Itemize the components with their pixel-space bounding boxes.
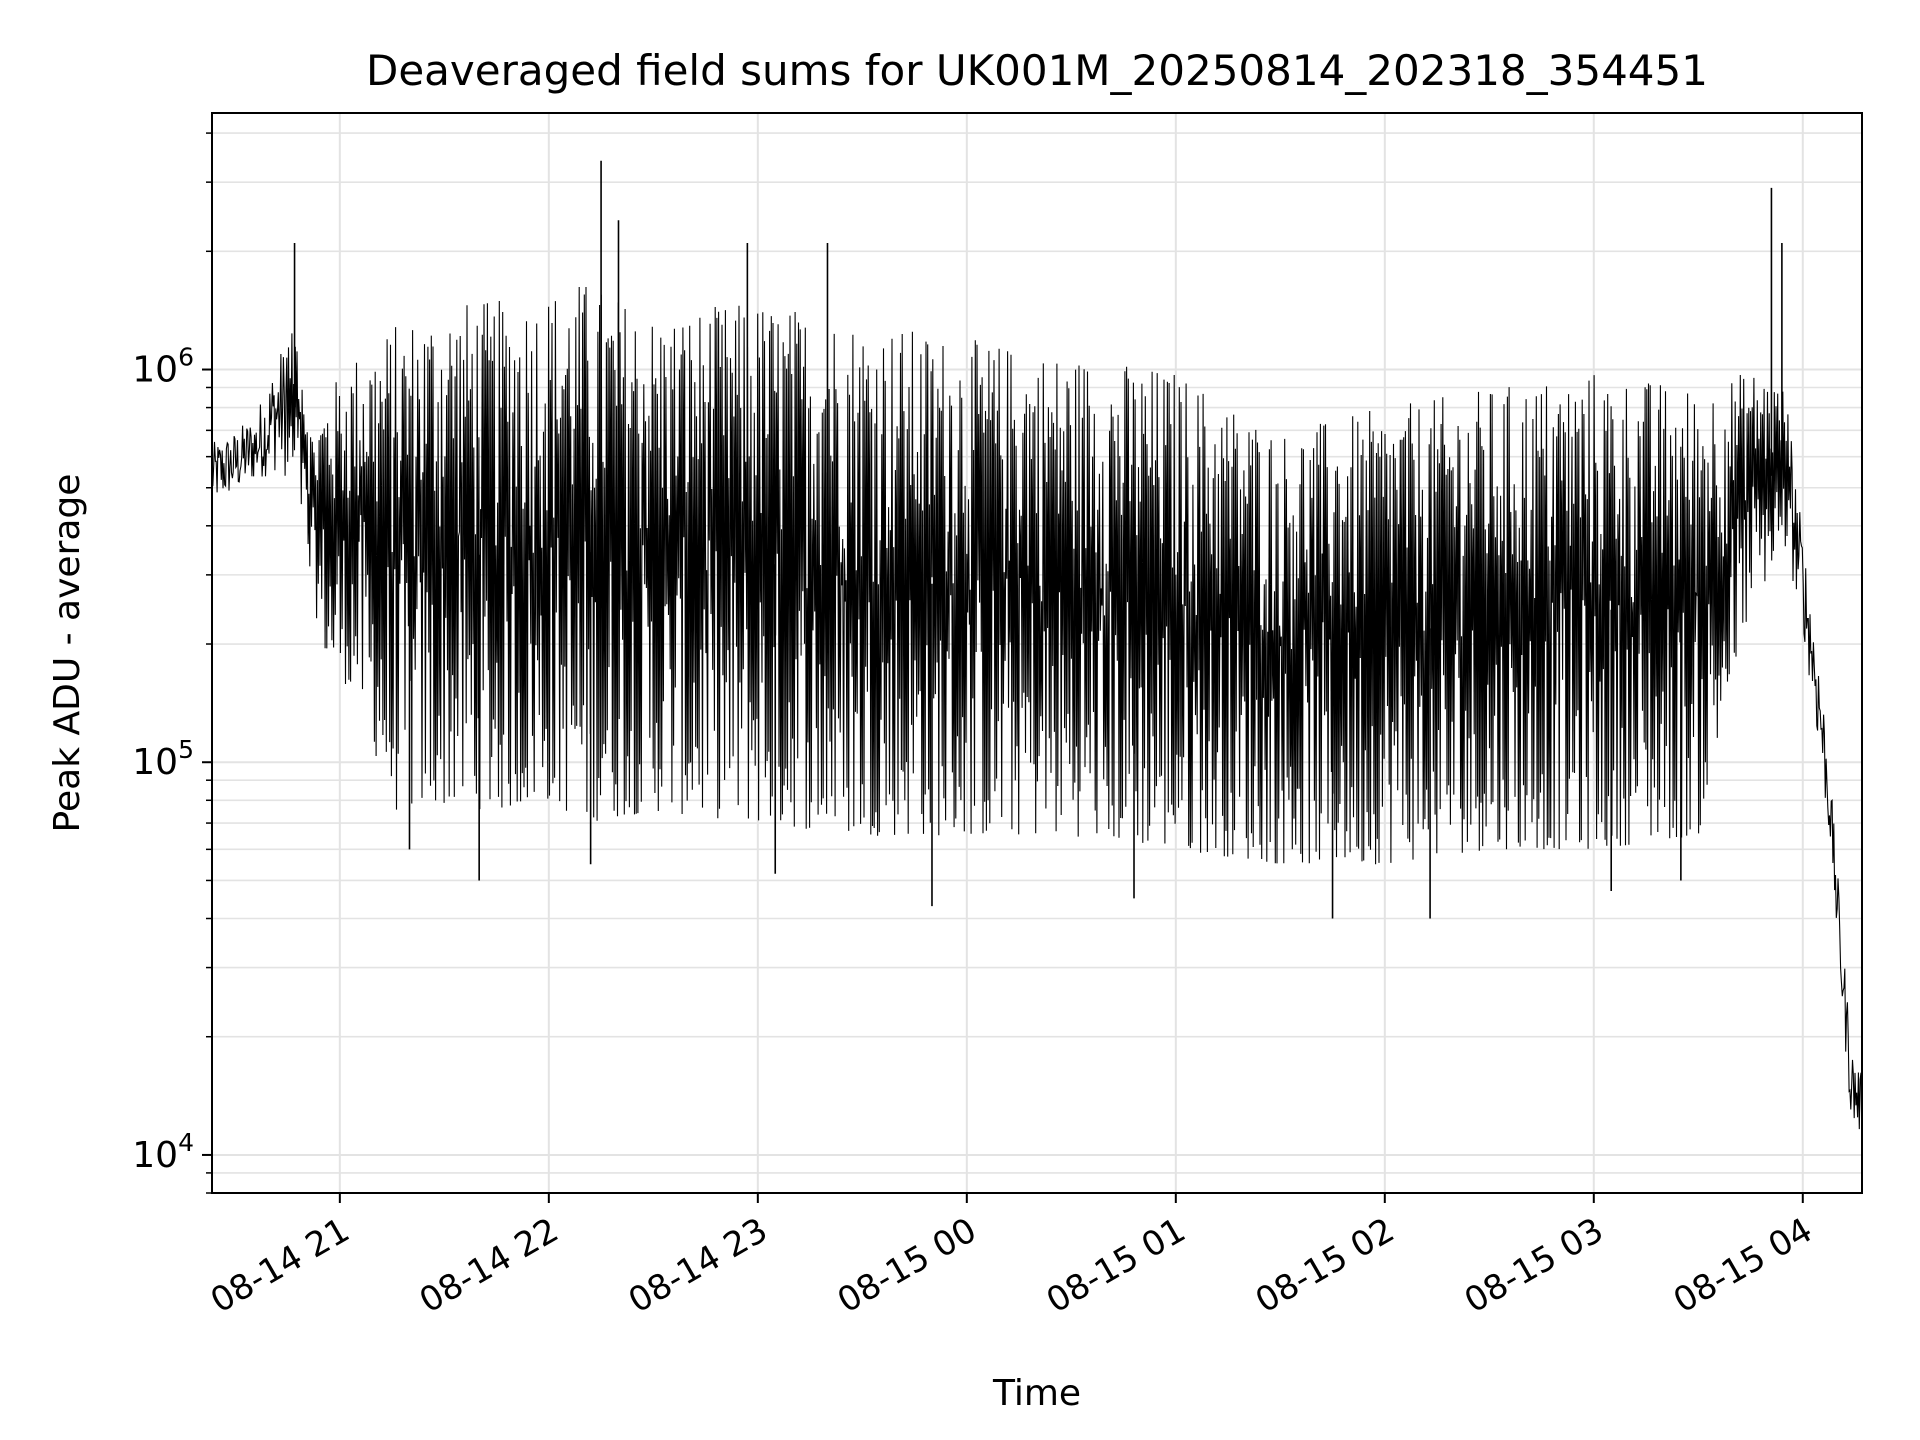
y-tick-label: 105 (132, 735, 194, 783)
plot-frame (211, 112, 1863, 1194)
plot-area (211, 160, 1863, 1133)
y-axis: 104 105 106 (132, 132, 212, 1194)
y-axis-label: Peak ADU - average (47, 474, 88, 833)
y-tick-label: 104 (132, 1128, 194, 1176)
y-tick-label: 106 (132, 343, 194, 391)
chart-title: Deaveraged field sums for UK001M_2025081… (366, 46, 1708, 95)
series-line (211, 286, 1863, 1133)
x-axis-label: Time (992, 1373, 1081, 1414)
